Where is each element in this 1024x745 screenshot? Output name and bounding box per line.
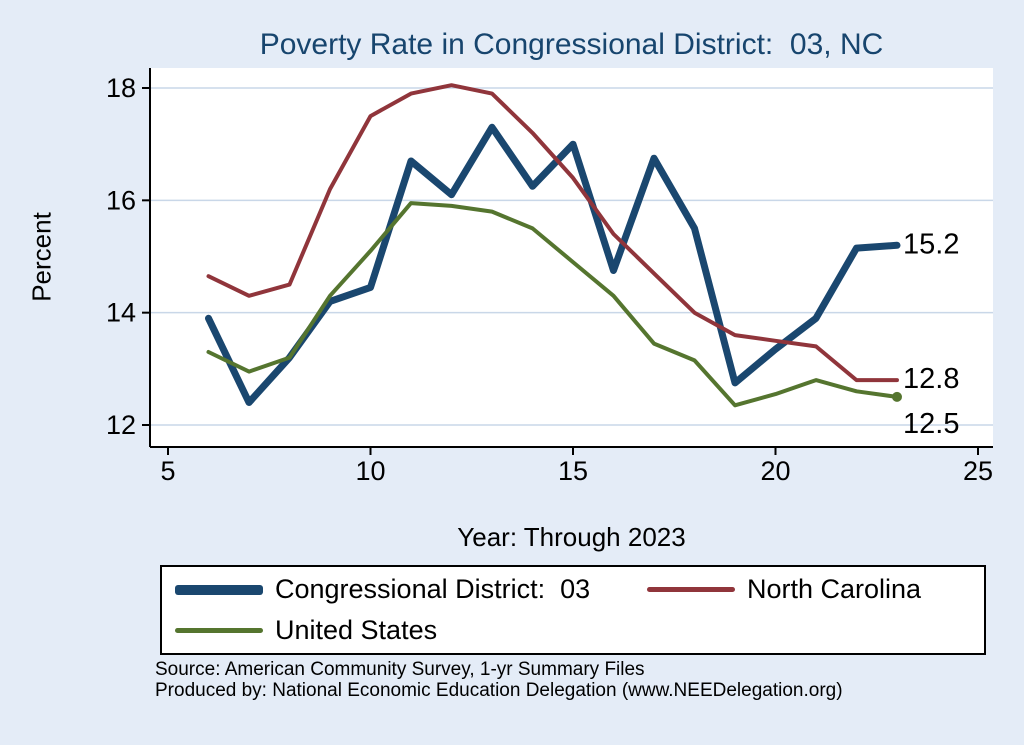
x-tick-label: 5 (160, 456, 175, 486)
x-tick-label: 20 (760, 456, 790, 486)
series-line-1 (206, 83, 899, 383)
x-tick-label: 15 (558, 456, 588, 486)
legend-item-united-states: United States (162, 615, 634, 646)
produced-by-line: Produced by: National Economic Education… (155, 680, 843, 701)
source-note: Source: American Community Survey, 1-yr … (155, 659, 843, 701)
legend-line-sample-congressional-district (175, 584, 263, 595)
legend-label-congressional-district: Congressional District: 03 (275, 574, 591, 604)
legend-line-sample-united-states (175, 628, 263, 633)
legend-item-north-carolina: North Carolina (634, 574, 921, 605)
series-end-value-label-0: 15.2 (903, 228, 959, 260)
legend-line-sample-north-carolina (647, 587, 735, 592)
legend-row-2: United States (162, 610, 984, 651)
plot-area (150, 68, 993, 447)
series-end-value-label-1: 12.8 (903, 363, 959, 395)
legend-box: Congressional District: 03 North Carolin… (160, 565, 986, 655)
y-tick-label: 16 (106, 185, 136, 215)
y-tick-label: 12 (106, 410, 136, 440)
series-line-2 (206, 201, 899, 408)
series-end-marker-united-states (892, 391, 902, 402)
legend-label-united-states: United States (275, 615, 438, 645)
legend-row-1: Congressional District: 03 North Carolin… (162, 569, 984, 610)
legend-label-north-carolina: North Carolina (747, 574, 922, 604)
source-line: Source: American Community Survey, 1-yr … (155, 659, 645, 680)
y-tick-label: 14 (106, 298, 136, 328)
x-tick-label: 25 (963, 456, 993, 486)
series-end-value-label-2: 12.5 (903, 408, 959, 440)
x-tick-label: 10 (355, 456, 385, 486)
series-line-0 (205, 123, 901, 406)
y-axis-title: Percent (26, 212, 57, 302)
y-tick-label: 18 (106, 73, 136, 103)
chart-title: Poverty Rate in Congressional District: … (259, 28, 884, 61)
legend-item-congressional-district: Congressional District: 03 (162, 574, 634, 605)
x-axis-title: Year: Through 2023 (457, 522, 686, 552)
